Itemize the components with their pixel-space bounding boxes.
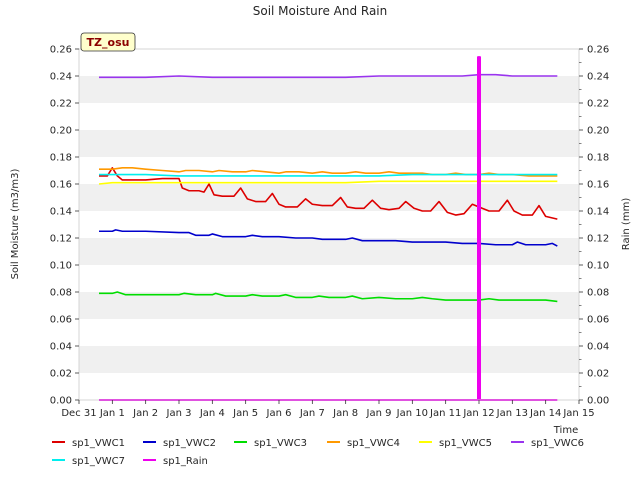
grid-band xyxy=(79,346,579,373)
x-tick-label: Jan 15 xyxy=(562,408,594,419)
y-tick-label: 0.00 xyxy=(50,396,72,407)
y-tick-label: 0.02 xyxy=(50,369,72,380)
x-tick-label: Jan 2 xyxy=(132,408,158,419)
y2-tick-label: 0.12 xyxy=(587,234,609,245)
legend-label: sp1_VWC5 xyxy=(439,438,492,449)
y2-tick-label: 0.08 xyxy=(587,288,609,299)
x-tick-label: Jan 13 xyxy=(496,408,528,419)
x-tick-label: Jan 3 xyxy=(166,408,192,419)
y2-tick-label: 0.18 xyxy=(587,153,609,164)
y-tick-label: 0.20 xyxy=(50,126,72,137)
legend-label: sp1_VWC4 xyxy=(347,438,400,449)
plot-background xyxy=(79,49,579,400)
legend-label: sp1_VWC2 xyxy=(163,438,216,449)
x-tick-label: Jan 7 xyxy=(299,408,325,419)
x-tick-label: Jan 6 xyxy=(266,408,292,419)
y-tick-label: 0.26 xyxy=(50,45,72,56)
y2-tick-label: 0.26 xyxy=(587,45,609,56)
y-tick-label: 0.16 xyxy=(50,180,72,191)
y2-tick-label: 0.06 xyxy=(587,315,609,326)
y2-tick-label: 0.14 xyxy=(587,207,609,218)
y-tick-label: 0.04 xyxy=(50,342,72,353)
site-badge-label: TZ_osu xyxy=(87,36,130,49)
y-axis-ticks: 0.00 0.02 0.04 0.06 0.08 0.10 0.12 0.14 0.16 0.18… xyxy=(50,45,79,407)
x-tick-label: Jan 4 xyxy=(199,408,225,419)
y2-axis-title: Rain (mm) xyxy=(621,198,632,251)
x-tick-label: Jan 8 xyxy=(332,408,358,419)
series-line-sp1-vwc2 xyxy=(99,229,558,247)
site-badge: TZ_osu xyxy=(80,32,136,52)
y-tick-label: 0.14 xyxy=(50,207,72,218)
site-badge-box xyxy=(80,32,136,52)
y-tick-label: 0.06 xyxy=(50,315,72,326)
x-axis-ticks: Dec 31 Jan 1 Jan 2 Jan 3 Jan 4 Jan 5 Jan 6 Jan … xyxy=(61,400,595,419)
legend-label: sp1_VWC1 xyxy=(72,438,125,449)
y-axis-title: Soil Moisture (m3/m3) xyxy=(10,169,21,280)
legend: sp1_VWC1 sp1_VWC2 sp1_VWC3 sp1_VWC4 sp1_VWC5… xyxy=(52,438,584,467)
x-tick-label: Dec 31 xyxy=(61,408,96,419)
x-tick-label: Jan 12 xyxy=(462,408,494,419)
y-tick-label: 0.12 xyxy=(50,234,72,245)
y-tick-label: 0.10 xyxy=(50,261,72,272)
y2-tick-label: 0.16 xyxy=(587,180,609,191)
series-line-sp1-vwc7 xyxy=(99,173,558,177)
grid-band xyxy=(79,238,579,265)
x-axis-title: Time xyxy=(553,425,578,436)
y2-tick-label: 0.02 xyxy=(587,369,609,380)
grid-bands xyxy=(79,49,579,400)
legend-label: sp1_VWC7 xyxy=(72,456,125,467)
y2-tick-label: 0.24 xyxy=(587,72,609,83)
legend-label: sp1_VWC3 xyxy=(254,438,307,449)
grid-band xyxy=(79,184,579,211)
y2-tick-label: 0.20 xyxy=(587,126,609,137)
legend-label: sp1_VWC6 xyxy=(531,438,584,449)
x-tick-label: Jan 5 xyxy=(232,408,258,419)
grid-band xyxy=(79,76,579,103)
x-tick-label: Jan 14 xyxy=(529,408,561,419)
y-tick-label: 0.22 xyxy=(50,99,72,110)
y2-tick-label: 0.22 xyxy=(587,99,609,110)
x-tick-label: Jan 10 xyxy=(396,408,428,419)
y-tick-label: 0.08 xyxy=(50,288,72,299)
y-tick-label: 0.24 xyxy=(50,72,72,83)
grid-band xyxy=(79,292,579,319)
x-tick-label: Jan 1 xyxy=(99,408,125,419)
y-tick-label: 0.18 xyxy=(50,153,72,164)
grid-band xyxy=(79,130,579,157)
x-tick-label: Jan 9 xyxy=(366,408,392,419)
y2-axis-ticks: 0.00 0.02 0.04 0.06 0.08 0.10 0.12 0.14 0.16 0.18… xyxy=(579,45,609,407)
y2-tick-label: 0.00 xyxy=(587,396,609,407)
chart-title: Soil Moisture And Rain xyxy=(253,4,388,18)
series-line-sp1-vwc5 xyxy=(98,180,558,185)
series-line-sp1-vwc6 xyxy=(99,73,558,79)
y2-tick-label: 0.10 xyxy=(587,261,609,272)
y2-tick-label: 0.04 xyxy=(587,342,609,353)
x-tick-label: Jan 11 xyxy=(429,408,461,419)
legend-label: sp1_Rain xyxy=(163,456,208,467)
